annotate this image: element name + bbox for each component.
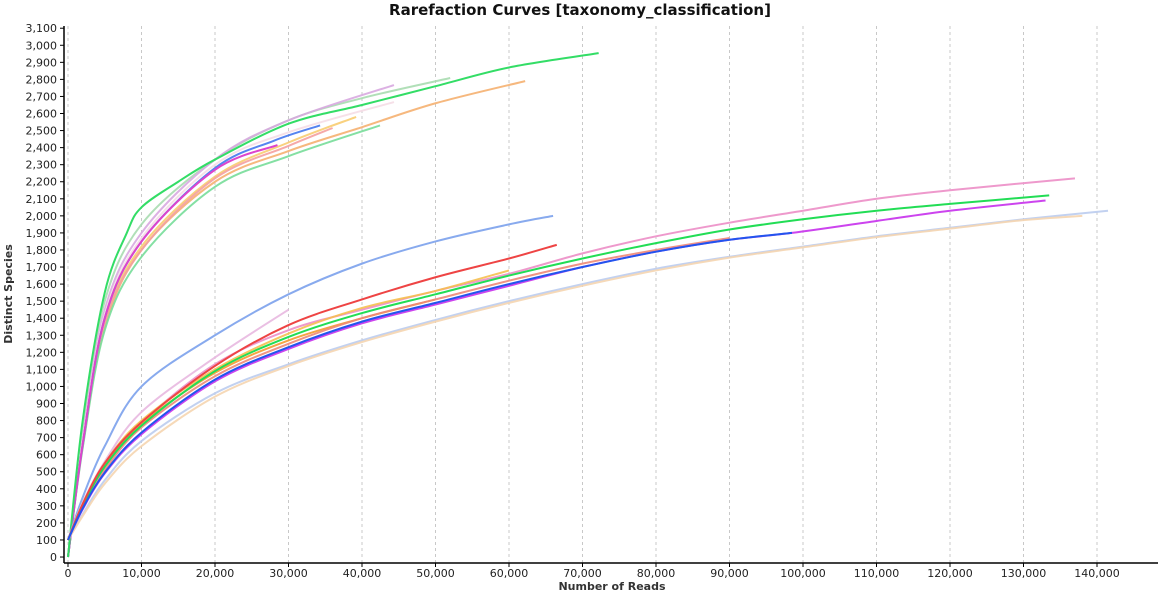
y-tick-label: 2,500 <box>26 125 58 138</box>
x-tick-label: 20,000 <box>196 567 235 580</box>
y-tick-label: 1,900 <box>26 227 58 240</box>
x-tick-label: 140,000 <box>1074 567 1120 580</box>
y-tick-label: 300 <box>36 500 57 513</box>
series-line-14 <box>67 214 1083 541</box>
x-tick-label: 110,000 <box>854 567 900 580</box>
series-line-18 <box>67 237 730 541</box>
y-tick-label: 0 <box>50 551 57 564</box>
y-tick-label: 600 <box>36 449 57 462</box>
y-tick-label: 900 <box>36 398 57 411</box>
y-tick-label: 2,900 <box>26 56 58 69</box>
y-tick-label: 1,000 <box>26 380 58 393</box>
y-tick-label: 1,100 <box>26 363 58 376</box>
y-tick-label: 500 <box>36 466 57 479</box>
series-group <box>67 52 1109 558</box>
grid-lines <box>67 26 1098 563</box>
y-tick-label: 800 <box>36 415 57 428</box>
x-tick-label: 130,000 <box>1001 567 1047 580</box>
y-ticks: 0 100 200 300 400 500 600 700 800 900 1,000 1,100 1,… <box>26 22 64 564</box>
series-line-2 <box>67 84 395 558</box>
y-tick-label: 2,400 <box>26 142 58 155</box>
x-tick-label: 90,000 <box>710 567 749 580</box>
y-tick-label: 1,200 <box>26 346 58 359</box>
x-tick-label: 80,000 <box>637 567 676 580</box>
y-tick-label: 1,400 <box>26 312 58 325</box>
y-tick-label: 400 <box>36 483 57 496</box>
y-tick-label: 1,600 <box>26 278 58 291</box>
y-tick-label: 2,700 <box>26 90 58 103</box>
x-tick-label: 60,000 <box>490 567 529 580</box>
x-tick-label: 10,000 <box>122 567 161 580</box>
series-line-8 <box>67 124 321 558</box>
x-tick-label: 120,000 <box>927 567 973 580</box>
x-axis-label: Number of Reads <box>558 580 665 593</box>
y-tick-label: 2,100 <box>26 193 58 206</box>
y-tick-label: 1,700 <box>26 261 58 274</box>
y-tick-label: 2,600 <box>26 108 58 121</box>
series-line-19 <box>67 199 1046 541</box>
x-tick-label: 30,000 <box>269 567 308 580</box>
y-tick-label: 2,300 <box>26 159 58 172</box>
x-tick-label: 50,000 <box>416 567 455 580</box>
x-ticks: 0 10,000 20,000 30,000 40,000 50,000 60,000 70,… <box>64 563 1120 580</box>
series-line-20 <box>67 194 1050 541</box>
y-tick-label: 2,800 <box>26 73 58 86</box>
x-tick-label: 100,000 <box>780 567 826 580</box>
series-line-9 <box>67 144 278 558</box>
y-tick-label: 1,300 <box>26 329 58 342</box>
y-tick-label: 3,000 <box>26 39 58 52</box>
series-line-1 <box>67 77 451 558</box>
series-line-21 <box>67 243 558 541</box>
series-line-11 <box>67 214 554 541</box>
y-tick-label: 1,500 <box>26 295 58 308</box>
y-tick-label: 100 <box>36 534 57 547</box>
x-tick-label: 0 <box>64 567 71 580</box>
chart-title: Rarefaction Curves [taxonomy_classificat… <box>389 1 771 19</box>
x-tick-label: 40,000 <box>343 567 382 580</box>
y-tick-label: 3,100 <box>26 22 58 35</box>
x-tick-label: 70,000 <box>563 567 602 580</box>
series-line-10 <box>67 52 599 558</box>
y-tick-label: 200 <box>36 517 57 530</box>
series-line-22 <box>67 231 793 541</box>
y-tick-label: 700 <box>36 432 57 445</box>
y-tick-label: 1,800 <box>26 244 58 257</box>
y-tick-label: 2,000 <box>26 210 58 223</box>
series-line-7 <box>67 124 381 558</box>
y-axis-label: Distinct Species <box>2 244 15 344</box>
y-tick-label: 2,200 <box>26 176 58 189</box>
